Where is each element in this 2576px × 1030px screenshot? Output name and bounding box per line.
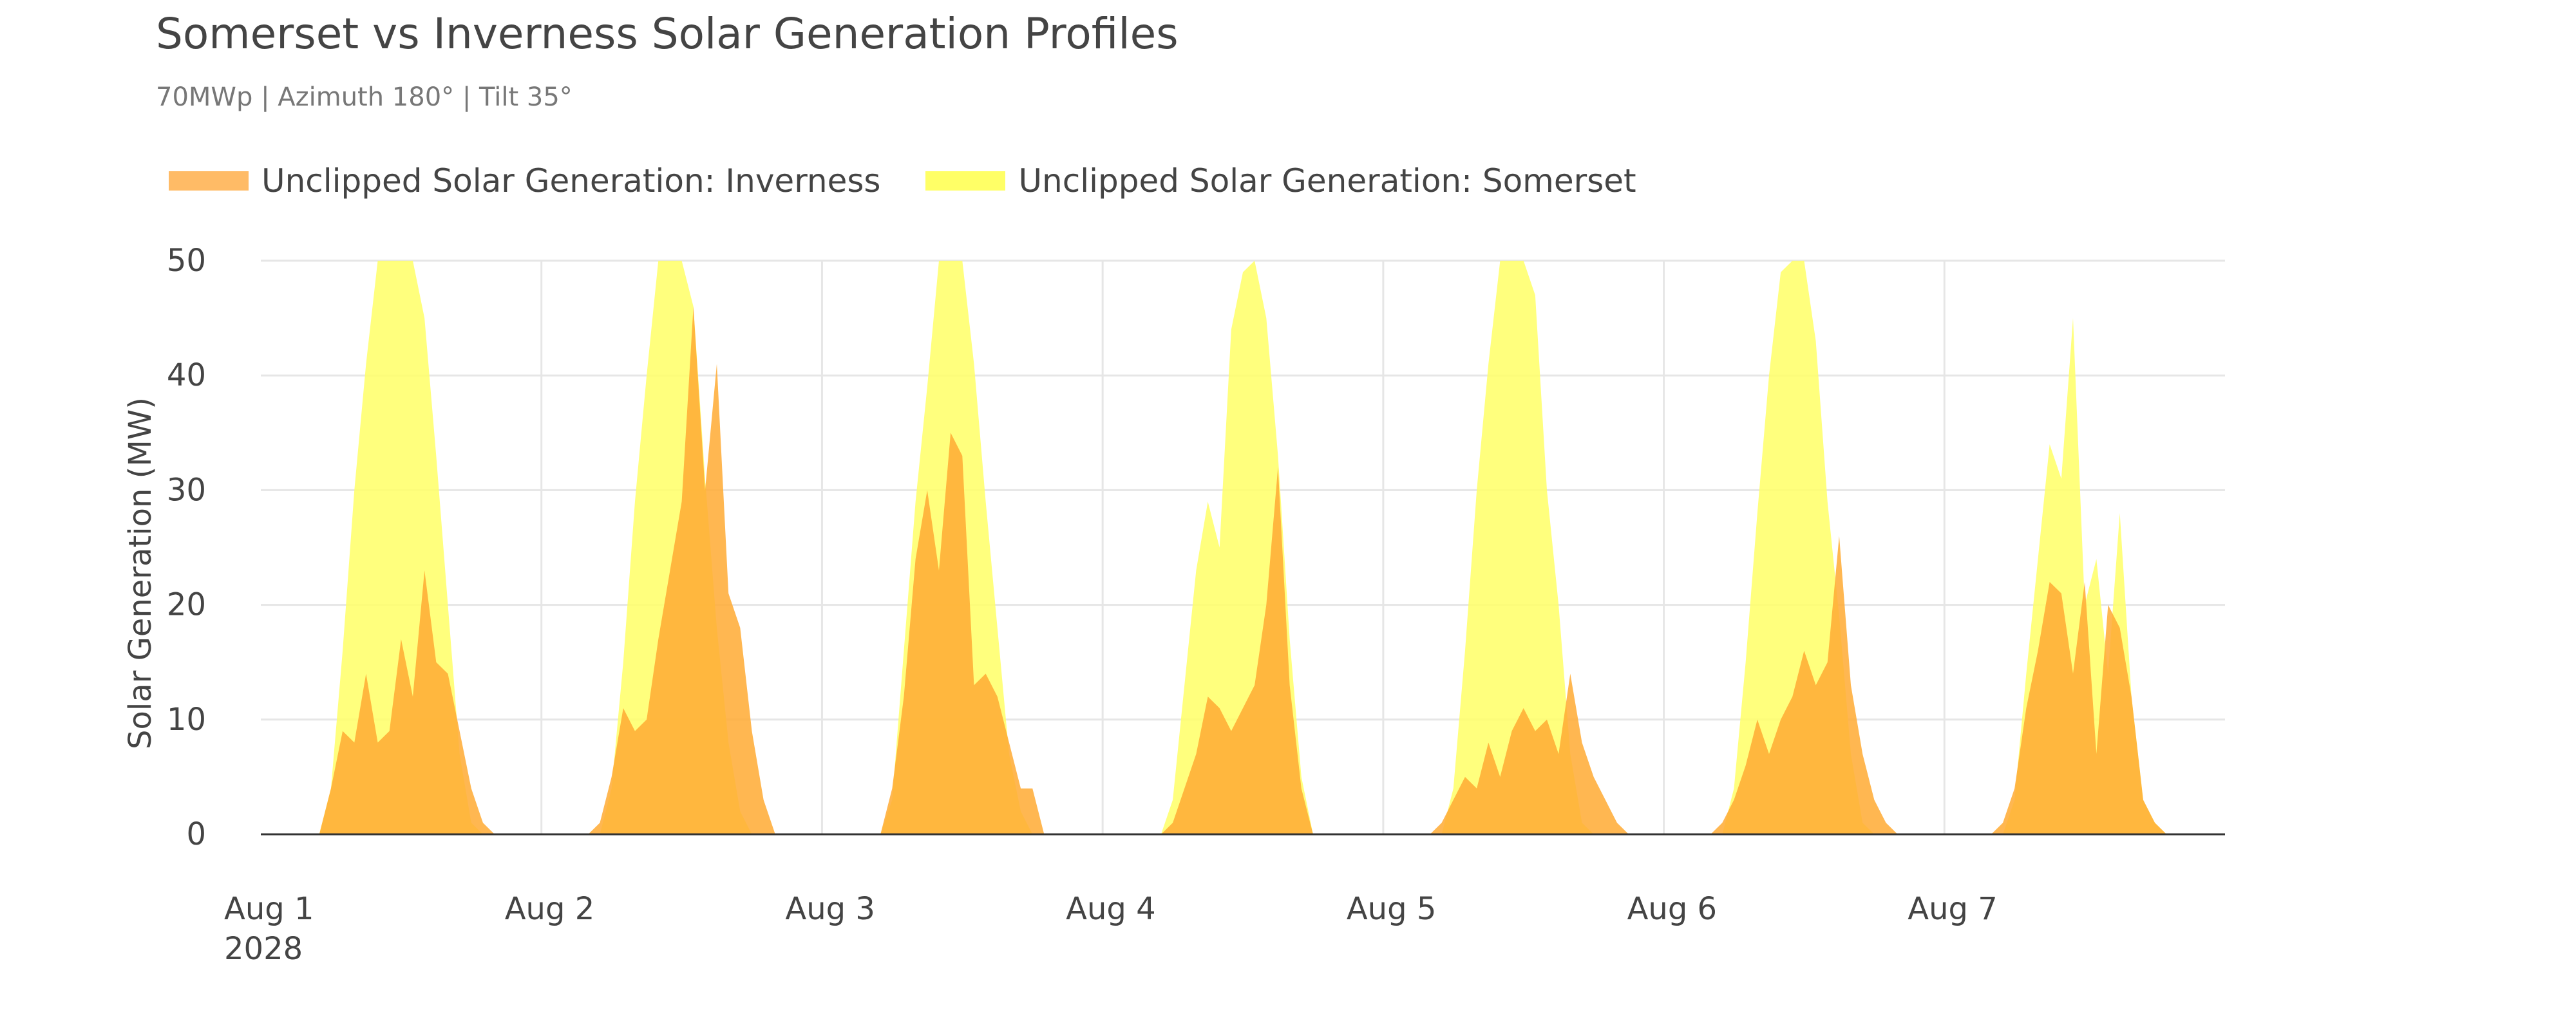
- y-axis-title: Solar Generation (MW): [122, 397, 158, 749]
- x-tick-label: Aug 6: [1627, 891, 1718, 927]
- x-tick-label: Aug 2: [505, 891, 595, 927]
- x-tick-label: Aug 7: [1908, 891, 1998, 927]
- y-tick-label: 30: [167, 472, 206, 508]
- x-tick-label: Aug 3: [785, 891, 875, 927]
- legend-item-inverness[interactable]: Unclipped Solar Generation: Inverness: [169, 162, 880, 200]
- y-tick-label: 10: [167, 702, 206, 738]
- legend-swatch-inverness: [169, 171, 249, 191]
- chart-subtitle: 70MWp | Azimuth 180° | Tilt 35°: [156, 82, 573, 112]
- y-tick-label: 40: [167, 357, 206, 393]
- series-layer: [319, 261, 2167, 834]
- x-axis: Aug 1 2028 Aug 2 Aug 3 Aug 4 Aug 5 Aug 6 Aug 7: [224, 891, 1998, 967]
- x-tick-sublabel: 2028: [224, 931, 303, 967]
- y-tick-label: 20: [167, 587, 206, 623]
- chart-title: Somerset vs Inverness Solar Generation P…: [156, 9, 1179, 59]
- y-tick-label: 0: [186, 816, 206, 852]
- legend: Unclipped Solar Generation: Inverness Un…: [169, 162, 1681, 200]
- y-tick-label: 50: [167, 243, 206, 279]
- legend-item-somerset[interactable]: Unclipped Solar Generation: Somerset: [925, 162, 1636, 200]
- y-axis: 0 10 20 30 40 50: [167, 243, 206, 852]
- x-tick-label: Aug 4: [1066, 891, 1156, 927]
- legend-label-somerset: Unclipped Solar Generation: Somerset: [1018, 162, 1636, 200]
- legend-swatch-somerset: [925, 171, 1006, 191]
- legend-label-inverness: Unclipped Solar Generation: Inverness: [261, 162, 881, 200]
- x-tick-label: Aug 1: [224, 891, 314, 927]
- series-somerset-area[interactable]: [319, 261, 2167, 834]
- x-tick-label: Aug 5: [1347, 891, 1437, 927]
- series-inverness-area[interactable]: [319, 306, 2167, 834]
